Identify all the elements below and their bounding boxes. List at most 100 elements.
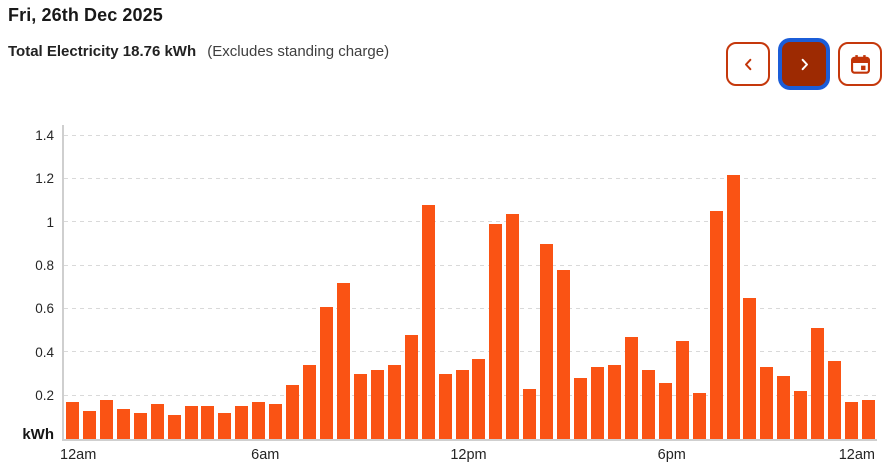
usage-bar[interactable]: [794, 391, 808, 439]
usage-bar[interactable]: [777, 376, 791, 439]
usage-bar[interactable]: [743, 298, 757, 439]
y-tick-label: 1: [46, 214, 54, 230]
bar-slot: [216, 125, 233, 439]
gridline: [64, 394, 877, 396]
usage-bar[interactable]: [421, 205, 435, 439]
gridline: [64, 134, 877, 136]
y-tick-label: 1.4: [35, 127, 54, 143]
bar-slot: [504, 125, 521, 439]
gridline: [64, 307, 877, 309]
x-tick-label: 6am: [251, 447, 280, 463]
bar-slot: [81, 125, 98, 439]
usage-bar[interactable]: [828, 361, 842, 439]
next-day-button[interactable]: [782, 42, 826, 86]
usage-bar[interactable]: [675, 341, 689, 439]
usage-bar[interactable]: [726, 175, 740, 439]
chevron-right-icon: [797, 57, 812, 72]
usage-bar[interactable]: [862, 400, 876, 439]
usage-bar[interactable]: [540, 244, 554, 439]
usage-bar[interactable]: [658, 383, 672, 439]
y-tick-label: 0.6: [35, 301, 54, 317]
usage-bar[interactable]: [506, 214, 520, 439]
usage-bar[interactable]: [845, 402, 859, 439]
usage-bar[interactable]: [65, 402, 79, 439]
usage-bar[interactable]: [201, 406, 215, 439]
y-tick-label: 1.2: [35, 171, 54, 187]
y-tick-label: 0.4: [35, 344, 54, 360]
date-navigation: [726, 42, 882, 86]
usage-bar[interactable]: [235, 406, 249, 439]
usage-bar[interactable]: [455, 370, 469, 439]
usage-bar[interactable]: [709, 211, 723, 439]
usage-bar[interactable]: [269, 404, 283, 439]
x-tick-label: 6pm: [657, 447, 686, 463]
usage-bar[interactable]: [760, 367, 774, 439]
bar-slot: [775, 125, 792, 439]
bar-slot: [742, 125, 759, 439]
x-axis: 12am 6am 12pm 6pm 12am: [60, 447, 875, 467]
bar-slot: [826, 125, 843, 439]
x-tick-label: 12am: [838, 447, 875, 463]
bar-slot: [843, 125, 860, 439]
usage-bar[interactable]: [99, 400, 113, 439]
bar-slot: [250, 125, 267, 439]
usage-bar[interactable]: [692, 393, 706, 439]
usage-bar[interactable]: [607, 365, 621, 439]
usage-bar[interactable]: [489, 224, 503, 439]
bar-slot: [98, 125, 115, 439]
calendar-button[interactable]: [838, 42, 882, 86]
usage-bar[interactable]: [286, 385, 300, 439]
usage-bar[interactable]: [591, 367, 605, 439]
usage-summary: Total Electricity 18.76 kWh (Excludes st…: [8, 43, 389, 60]
usage-bar[interactable]: [641, 370, 655, 439]
usage-bar[interactable]: [370, 370, 384, 439]
gridline: [64, 221, 877, 223]
usage-bar[interactable]: [133, 413, 147, 439]
bar-series: [64, 125, 877, 439]
chevron-left-icon: [741, 57, 756, 72]
y-axis-unit-label: kWh: [22, 426, 54, 443]
usage-bar[interactable]: [184, 406, 198, 439]
bar-slot: [267, 125, 284, 439]
y-axis: 0.2 0.4 0.6 0.8 1 1.2 1.4: [0, 125, 54, 439]
usage-bar[interactable]: [404, 335, 418, 439]
usage-bar[interactable]: [252, 402, 266, 439]
bar-slot: [589, 125, 606, 439]
bar-slot: [318, 125, 335, 439]
usage-bar[interactable]: [82, 411, 96, 439]
usage-bar[interactable]: [320, 307, 334, 439]
usage-bar[interactable]: [438, 374, 452, 439]
usage-bar[interactable]: [353, 374, 367, 439]
usage-bar[interactable]: [523, 389, 537, 439]
bar-slot: [200, 125, 217, 439]
bar-slot: [132, 125, 149, 439]
bar-slot: [860, 125, 877, 439]
bar-slot: [284, 125, 301, 439]
usage-bar[interactable]: [218, 413, 232, 439]
standing-charge-note: (Excludes standing charge): [207, 43, 390, 60]
total-usage-text: Total Electricity 18.76 kWh: [8, 43, 197, 60]
usage-bar[interactable]: [303, 365, 317, 439]
bar-slot: [758, 125, 775, 439]
usage-bar[interactable]: [336, 283, 350, 439]
usage-bar[interactable]: [811, 328, 825, 439]
bar-slot: [572, 125, 589, 439]
usage-bar[interactable]: [167, 415, 181, 439]
bar-slot: [538, 125, 555, 439]
usage-bar[interactable]: [150, 404, 164, 439]
bar-slot: [149, 125, 166, 439]
bar-slot: [708, 125, 725, 439]
usage-bar[interactable]: [574, 378, 588, 439]
bar-slot: [437, 125, 454, 439]
previous-day-button[interactable]: [726, 42, 770, 86]
bar-slot: [352, 125, 369, 439]
usage-bar[interactable]: [116, 409, 130, 439]
usage-bar[interactable]: [472, 359, 486, 439]
usage-bar[interactable]: [557, 270, 571, 439]
usage-bar[interactable]: [387, 365, 401, 439]
usage-bar[interactable]: [624, 337, 638, 439]
bar-slot: [606, 125, 623, 439]
calendar-icon: [849, 53, 872, 76]
bar-slot: [369, 125, 386, 439]
bar-slot: [674, 125, 691, 439]
